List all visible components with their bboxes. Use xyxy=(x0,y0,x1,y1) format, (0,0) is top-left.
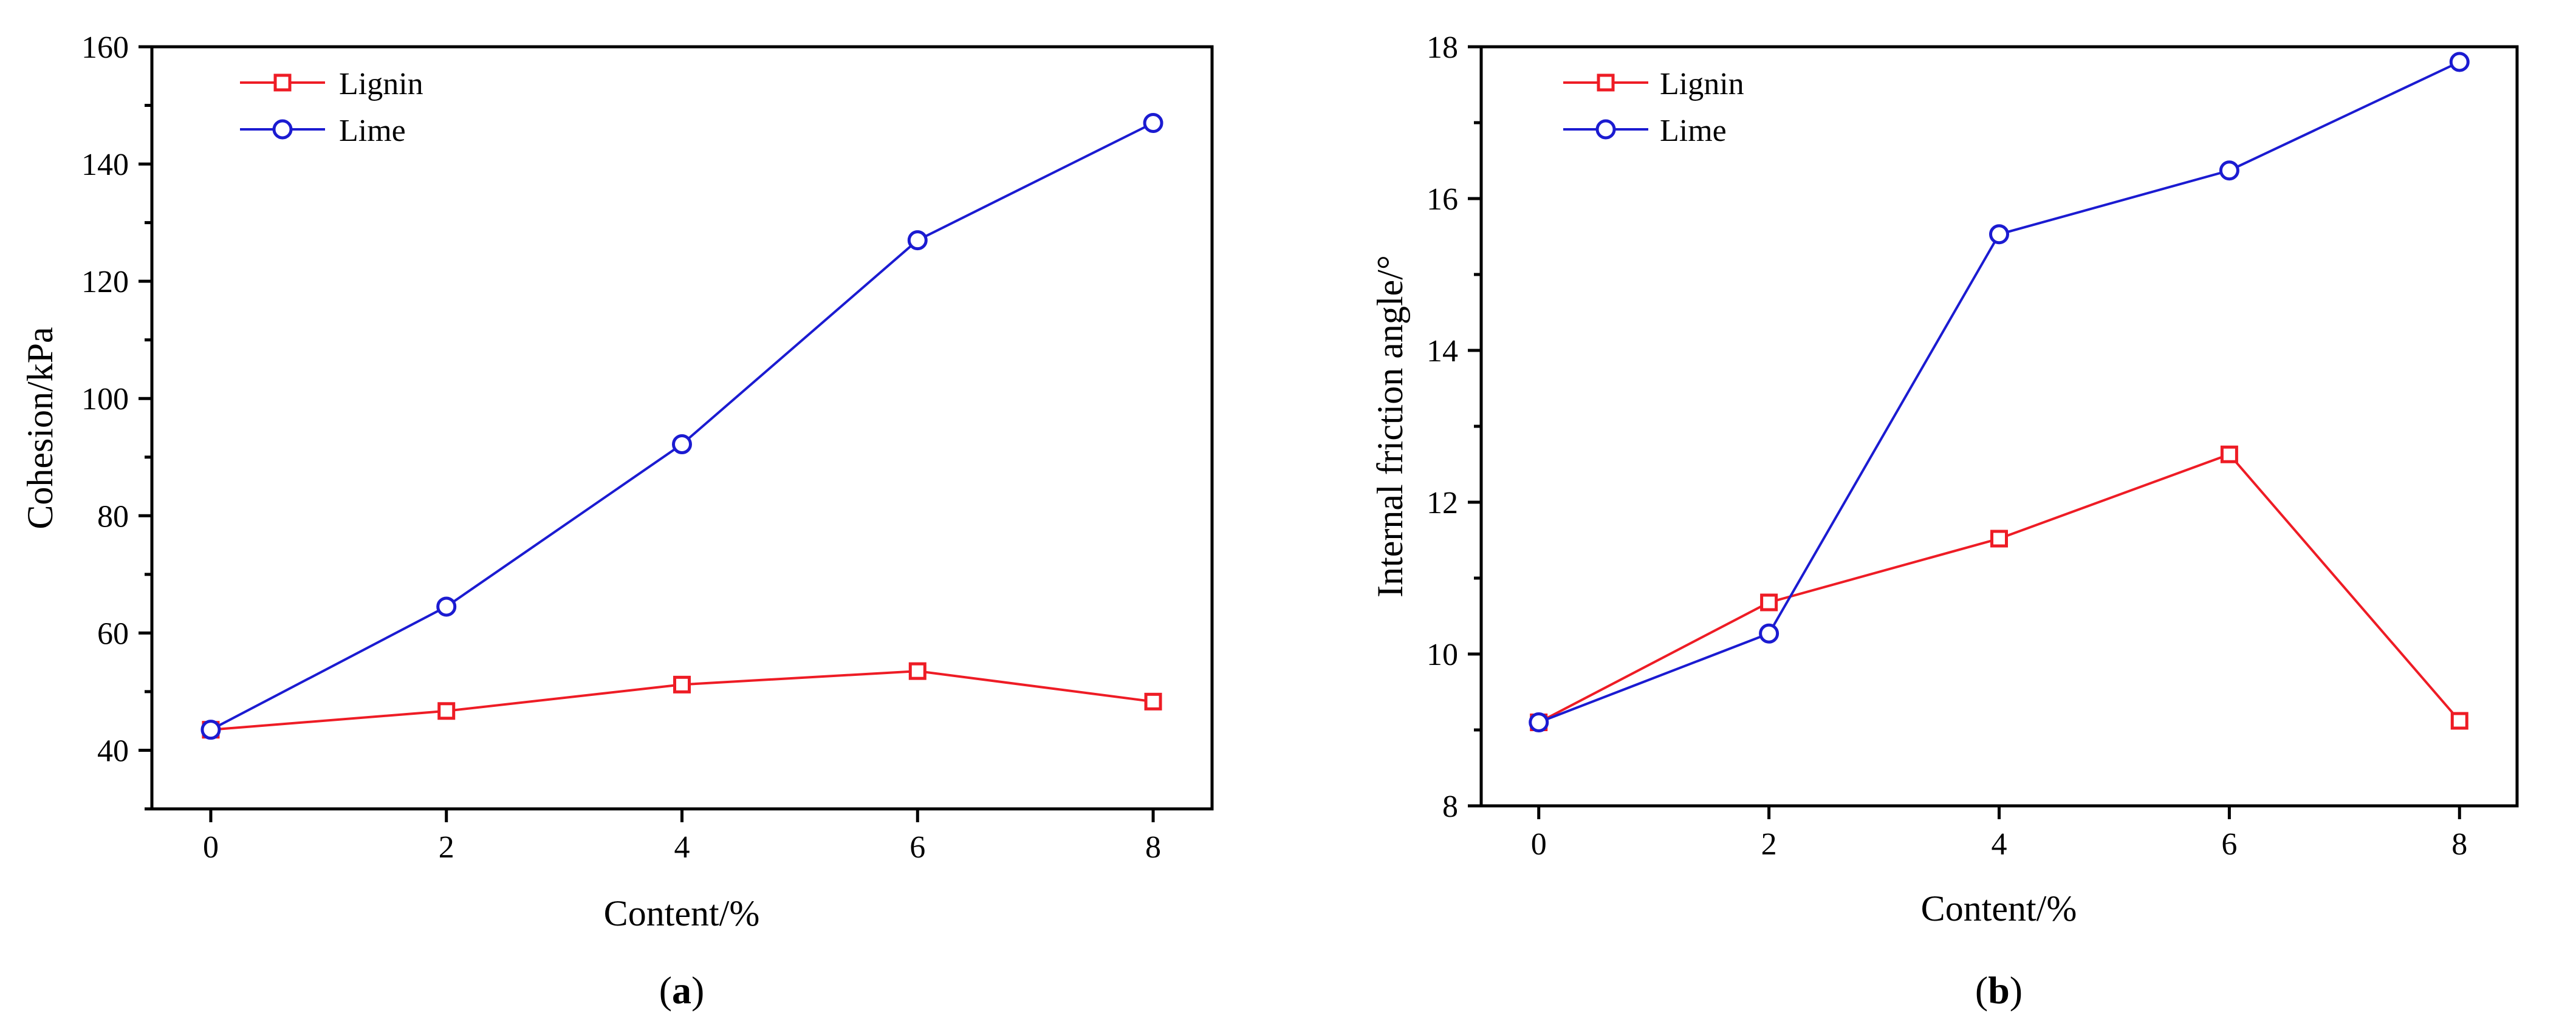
caption-open-paren: ( xyxy=(659,969,672,1012)
y-tick-label: 160 xyxy=(81,30,129,65)
chart-a: 0 2 4 6 8 40 60 80 100 120 140 160 Ligni… xyxy=(20,30,1214,1012)
x-tick-label: 8 xyxy=(2451,827,2467,862)
x-ticks-b xyxy=(1537,806,2461,819)
data-point-lime xyxy=(907,230,928,251)
x-tick-label: 8 xyxy=(1145,830,1161,865)
data-point-lime xyxy=(200,720,221,740)
legend-label-lime: Lime xyxy=(1660,114,1727,148)
data-point-lime xyxy=(436,596,457,617)
legend-marker xyxy=(273,73,292,92)
legend-sample-lime xyxy=(1563,119,1648,140)
caption-b: (b) xyxy=(1975,969,2023,1012)
y-ticks-a xyxy=(139,45,152,811)
legend-marker xyxy=(1595,119,1616,140)
y-axis-title-b: Internal friction angle/° xyxy=(1370,255,1410,598)
data-point-lignin xyxy=(1760,593,1778,612)
caption-a: (a) xyxy=(659,969,705,1012)
x-tick-label: 2 xyxy=(439,830,454,865)
legend-a: Lignin Lime xyxy=(240,67,423,148)
series-line-lignin xyxy=(1538,452,2461,724)
legend-marker xyxy=(272,119,293,140)
legend-marker xyxy=(1597,73,1615,92)
y-tick-labels-a: 40 60 80 100 120 140 160 xyxy=(81,30,129,768)
plot-frame-b xyxy=(1479,45,2519,808)
legend-b: Lignin Lime xyxy=(1563,67,1744,148)
data-point-lignin xyxy=(437,702,456,720)
y-tick-label: 18 xyxy=(1427,30,1458,65)
y-tick-label: 60 xyxy=(97,616,129,651)
y-tick-label: 8 xyxy=(1442,789,1458,824)
y-tick-label: 100 xyxy=(81,382,129,417)
legend-label-lignin: Lignin xyxy=(339,67,423,101)
x-ticks-a xyxy=(209,809,1155,822)
y-tick-label: 12 xyxy=(1427,486,1458,520)
series-line-lime xyxy=(1538,61,2461,724)
caption-letter: a xyxy=(672,969,691,1012)
y-tick-label: 40 xyxy=(97,734,129,768)
data-point-lime xyxy=(2449,52,2470,72)
caption-open-paren: ( xyxy=(1975,969,1988,1012)
data-point-lignin xyxy=(2220,445,2238,463)
series-layer-a xyxy=(200,113,1163,740)
y-tick-label: 14 xyxy=(1427,334,1458,369)
y-ticks-b xyxy=(1468,45,1481,808)
legend-label-lignin: Lignin xyxy=(1660,67,1744,101)
x-axis-title-a: Content/% xyxy=(604,893,760,933)
x-tick-labels-b: 0 2 4 6 8 xyxy=(1531,827,2468,862)
legend-label-lime: Lime xyxy=(339,114,406,148)
y-tick-label: 120 xyxy=(81,265,129,299)
data-point-lignin xyxy=(673,675,691,694)
data-point-lignin xyxy=(2450,712,2468,730)
data-point-lignin xyxy=(1144,692,1162,711)
x-tick-label: 4 xyxy=(1992,827,2007,862)
x-axis-title-b: Content/% xyxy=(1921,888,2077,929)
y-tick-label: 16 xyxy=(1427,182,1458,217)
data-point-lignin xyxy=(1990,530,2008,548)
y-axis-title-a: Cohesion/kPa xyxy=(20,327,60,529)
data-point-lignin xyxy=(908,662,927,680)
y-tick-label: 10 xyxy=(1427,638,1458,672)
series-layer-b xyxy=(1529,52,2470,732)
x-tick-label: 6 xyxy=(909,830,925,865)
legend-sample-lime xyxy=(240,119,325,140)
x-tick-label: 6 xyxy=(2221,827,2237,862)
legend-sample-lignin xyxy=(240,73,325,92)
y-tick-label: 80 xyxy=(97,499,129,534)
series-line-lime xyxy=(210,121,1154,731)
plot-frame-a xyxy=(150,45,1214,811)
y-tick-label: 140 xyxy=(81,148,129,182)
caption-letter: b xyxy=(1988,969,2010,1012)
y-tick-labels-b: 8 10 12 14 16 18 xyxy=(1427,30,1458,824)
caption-close-paren: ) xyxy=(691,969,704,1012)
x-tick-label: 4 xyxy=(674,830,690,865)
caption-close-paren: ) xyxy=(2010,969,2023,1012)
x-tick-label: 2 xyxy=(1761,827,1777,862)
data-point-lime xyxy=(1529,712,1549,732)
legend-sample-lignin xyxy=(1563,73,1648,92)
x-tick-label: 0 xyxy=(1531,827,1547,862)
x-tick-labels-a: 0 2 4 6 8 xyxy=(203,830,1161,865)
data-point-lime xyxy=(2219,160,2239,181)
data-point-lime xyxy=(672,434,692,455)
chart-b: 0 2 4 6 8 8 10 12 14 16 18 Lignin Lime C… xyxy=(1370,30,2519,1012)
x-tick-label: 0 xyxy=(203,830,219,865)
data-point-lime xyxy=(1143,113,1163,133)
data-point-lime xyxy=(1759,623,1780,644)
data-point-lime xyxy=(1989,224,2009,245)
